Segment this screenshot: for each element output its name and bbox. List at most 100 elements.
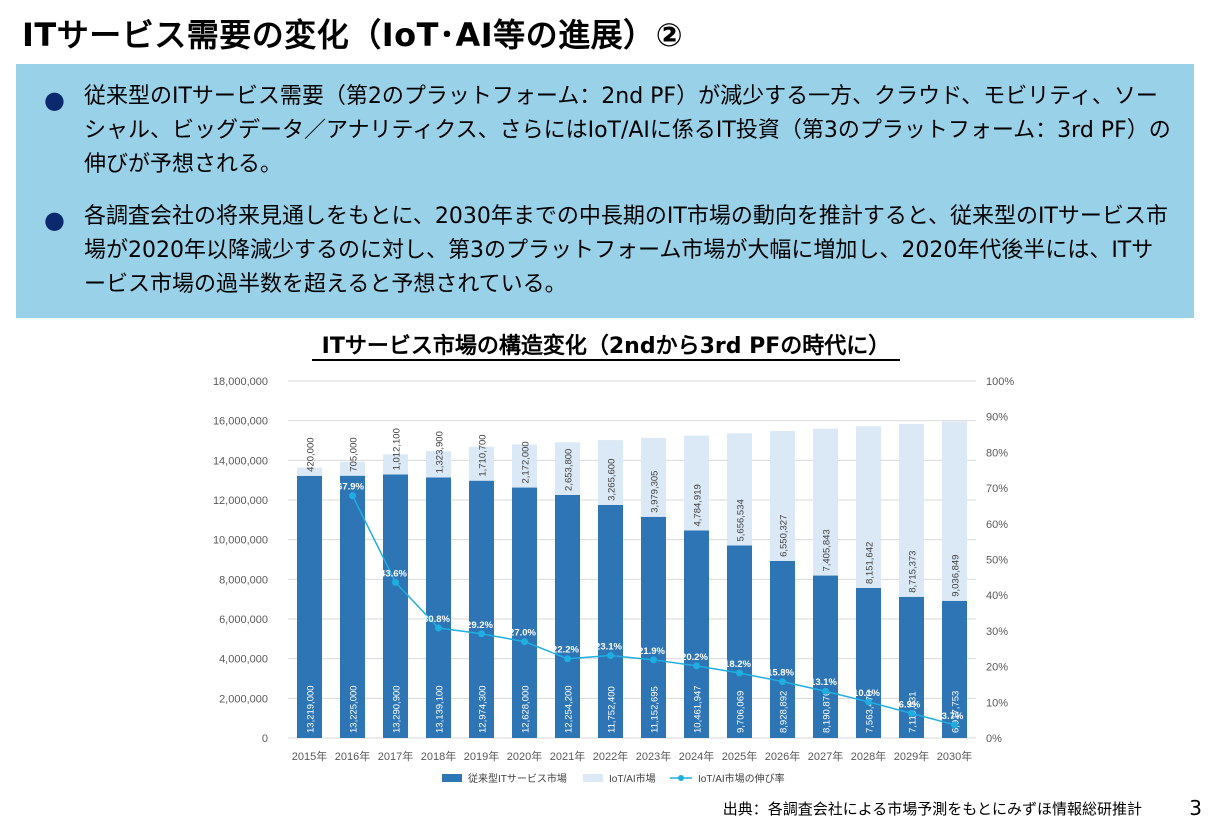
x-tick-label: 2023年	[636, 749, 671, 763]
growth-point	[564, 655, 571, 663]
bar-iot-ai	[383, 454, 408, 475]
bar-conventional	[426, 477, 451, 738]
bar-value-label: 8,928,892	[779, 691, 790, 733]
growth-point	[392, 578, 399, 586]
y-right-tick-label: 50%	[986, 555, 1008, 567]
x-tick-label: 2015年	[292, 749, 327, 763]
growth-value-label: 21.9%	[638, 646, 665, 657]
bar-iot-ai	[340, 461, 365, 476]
bar-conventional	[512, 487, 537, 738]
growth-point	[478, 630, 485, 638]
bar-value-label: 13,139,100	[435, 685, 446, 733]
bar-value-label: 7,405,843	[822, 529, 833, 571]
bar-conventional	[813, 575, 838, 738]
growth-value-label: 27.0%	[509, 628, 536, 639]
bar-iot-ai	[856, 426, 881, 588]
growth-value-label: 23.1%	[595, 642, 622, 653]
bar-value-label: 10,461,947	[693, 685, 704, 733]
bar-value-label: 6,917,753	[951, 691, 962, 733]
growth-value-label: 43.6%	[380, 568, 407, 579]
growth-point	[693, 662, 700, 670]
bar-value-label: 1,710,700	[478, 434, 489, 476]
bar-value-label: 13,225,000	[349, 685, 360, 733]
growth-point	[908, 709, 915, 717]
legend-label-conventional: 従来型ITサービス市場	[468, 772, 567, 785]
bar-conventional	[641, 516, 666, 738]
x-tick-label: 2022年	[593, 749, 628, 763]
x-tick-label: 2017年	[378, 749, 413, 763]
bar-value-label: 4,784,919	[693, 484, 704, 526]
y-left-tick-label: 8,000,000	[219, 574, 268, 586]
growth-point	[822, 687, 829, 695]
bar-value-label: 12,974,300	[478, 685, 489, 733]
bar-value-label: 1,323,900	[435, 431, 446, 473]
bar-value-label: 3,979,305	[650, 471, 661, 513]
x-tick-label: 2030年	[937, 749, 972, 763]
bar-value-label: 705,000	[349, 437, 360, 471]
page-number: 3	[1189, 796, 1202, 820]
bar-value-label: 12,628,000	[521, 685, 532, 733]
x-tick-label: 2018年	[421, 749, 456, 763]
bullet-icon: ●	[44, 86, 65, 114]
bar-value-label: 11,752,400	[607, 686, 618, 733]
bar-iot-ai	[555, 442, 580, 495]
bar-iot-ai	[899, 423, 924, 597]
bar-conventional	[598, 504, 623, 738]
growth-point	[349, 492, 356, 500]
legend-label-growth: IoT/AI市場の伸び率	[698, 772, 785, 785]
y-left-tick-label: 14,000,000	[213, 455, 268, 467]
bar-conventional	[856, 587, 881, 738]
bar-iot-ai	[512, 444, 537, 488]
x-tick-label: 2027年	[808, 749, 843, 763]
bar-value-label: 3,265,600	[607, 459, 618, 501]
growth-value-label: 15.8%	[767, 668, 794, 679]
source-note: 出典：各調査会社による市場予測をもとにみずほ情報総研推計	[722, 800, 1142, 818]
bar-conventional	[555, 494, 580, 738]
y-left-tick-label: 16,000,000	[213, 416, 268, 428]
legend-swatch-conventional	[442, 774, 462, 782]
bar-value-label: 9,706,069	[736, 691, 747, 733]
growth-value-label: 30.8%	[423, 614, 450, 625]
bar-iot-ai	[942, 421, 967, 601]
bar-value-label: 6,550,327	[779, 515, 790, 557]
x-tick-label: 2016年	[335, 749, 370, 763]
growth-value-label: 3.7%	[942, 711, 964, 722]
legend-marker-growth	[678, 775, 684, 781]
bar-iot-ai	[598, 440, 623, 505]
chart-title: ITサービス市場の構造変化（2ndから3rd PFの時代に）	[311, 334, 901, 361]
slide-title: ITサービス需要の変化（IoT･AI等の進展）②	[22, 16, 684, 54]
bar-value-label: 13,219,000	[306, 685, 317, 733]
y-left-tick-label: 0	[262, 733, 268, 745]
x-tick-label: 2019年	[464, 749, 499, 763]
bar-value-label: 7,563,470	[865, 691, 876, 733]
bar-iot-ai	[770, 430, 795, 561]
growth-point	[650, 656, 657, 664]
bar-value-label: 1,012,100	[392, 428, 403, 470]
growth-point	[435, 624, 442, 632]
y-right-tick-label: 60%	[986, 519, 1008, 531]
growth-point	[865, 698, 872, 706]
bullet-text-1: 従来型のITサービス需要（第2のプラットフォーム：2nd PF）が減少する一方、…	[84, 84, 1171, 177]
bullet-text-2: 各調査会社の将来見通しをもとに、2030年までの中長期のIT市場の動向を推計する…	[84, 204, 1168, 297]
growth-point	[779, 678, 786, 686]
summary-box	[16, 64, 1194, 318]
bar-value-label: 9,036,849	[951, 555, 962, 597]
y-right-tick-label: 20%	[986, 662, 1008, 674]
growth-value-label: 20.2%	[681, 652, 708, 663]
x-tick-label: 2024年	[679, 749, 714, 763]
x-tick-label: 2026年	[765, 749, 800, 763]
y-left-tick-label: 6,000,000	[219, 614, 268, 626]
bar-iot-ai	[684, 435, 709, 531]
growth-value-label: 18.2%	[724, 659, 751, 670]
growth-value-label: 22.2%	[552, 645, 579, 656]
bar-conventional	[770, 560, 795, 738]
growth-value-label: 13.1%	[810, 677, 837, 688]
bar-iot-ai	[727, 433, 752, 546]
y-right-tick-label: 90%	[986, 412, 1008, 424]
bar-iot-ai	[469, 446, 494, 481]
bar-iot-ai	[297, 467, 322, 476]
bar-iot-ai	[641, 437, 666, 517]
bar-value-label: 13,290,900	[392, 685, 403, 733]
bar-value-label: 2,172,000	[521, 441, 532, 483]
bar-value-label: 420,000	[306, 437, 317, 471]
